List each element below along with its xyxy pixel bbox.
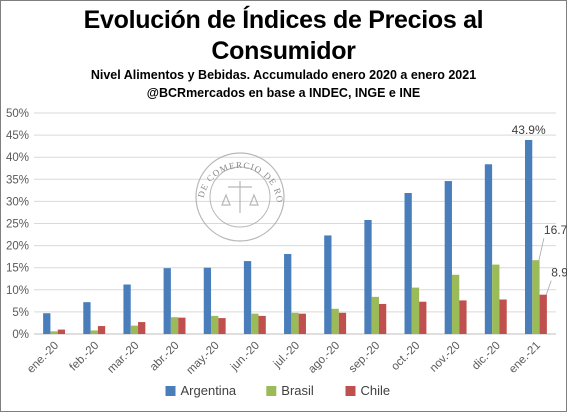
watermark-seal: BOLSA DE COMERCIO DE ROSARIO <box>0 0 285 242</box>
bar-argentina <box>444 181 452 334</box>
bar-argentina <box>163 268 171 334</box>
y-axis-ticks: 0% 5% 10% 15% 20% 25% 30% 35% 40% 45% 50% <box>6 108 29 341</box>
bar-chile <box>539 294 547 334</box>
bar-chile <box>499 299 507 334</box>
bar-argentina <box>43 313 51 334</box>
y-tick-label: 20% <box>6 241 29 253</box>
bar-argentina <box>524 139 533 334</box>
x-tick-label: oct.-20 <box>389 340 422 373</box>
legend-label: Chile <box>361 383 391 398</box>
legend-swatch-argentina <box>165 386 176 396</box>
x-tick-label: mar.-20 <box>105 340 141 376</box>
x-tick-label: sep.-20 <box>347 340 383 376</box>
bar-chile <box>97 326 106 334</box>
bar-argentina <box>203 267 212 334</box>
x-tick-label: ago.-20 <box>306 340 342 376</box>
bar-chile <box>138 322 146 334</box>
bar-argentina <box>324 235 332 334</box>
bar-argentina <box>284 253 292 334</box>
bar-chile <box>459 300 467 334</box>
seal-text: BOLSA DE COMERCIO DE ROSARIO <box>0 0 285 204</box>
bar-chile <box>338 312 347 334</box>
bar-argentina <box>484 164 493 334</box>
y-tick-label: 15% <box>6 263 29 275</box>
data-label: 8.9% <box>551 266 567 280</box>
bar-brasil <box>371 296 379 334</box>
y-tick-label: 50% <box>6 108 29 120</box>
bar-brasil <box>130 325 139 334</box>
bar-chile <box>298 313 306 334</box>
bar-brasil <box>492 264 500 334</box>
x-tick-label: jun.-20 <box>228 340 262 374</box>
bars <box>43 139 547 334</box>
data-label: 16.7% <box>544 223 567 237</box>
bar-argentina <box>364 219 372 334</box>
x-tick-label: ene.-20 <box>25 340 61 376</box>
y-tick-label: 25% <box>6 219 29 231</box>
legend-label: Argentina <box>181 383 237 398</box>
x-tick-label: jul.-20 <box>271 340 302 371</box>
bar-brasil <box>211 315 219 334</box>
y-tick-label: 40% <box>6 152 29 164</box>
seal-outer-ring <box>195 152 285 242</box>
x-axis-ticks: ene.-20 feb.-20 mar.-20 abr.-20 may.-20 jun.-… <box>25 340 543 377</box>
bar-argentina <box>243 261 252 334</box>
bar-brasil <box>50 331 58 334</box>
y-tick-label: 45% <box>6 130 29 142</box>
y-tick-label: 35% <box>6 174 29 186</box>
legend: Argentina Brasil Chile <box>165 383 391 398</box>
bar-brasil <box>251 313 259 334</box>
chart-title-line-1: Evolución de Índices de Precios al <box>83 6 484 34</box>
legend-label: Brasil <box>281 383 314 398</box>
bar-brasil <box>90 330 98 334</box>
data-label: 43.9% <box>512 123 546 137</box>
bar-argentina <box>83 302 91 334</box>
bar-chile <box>419 301 427 334</box>
bar-argentina <box>123 284 131 334</box>
seal-scales-icon <box>221 181 259 213</box>
bar-chile <box>258 315 266 334</box>
x-tick-label: dic.-20 <box>470 340 503 373</box>
bar-brasil <box>331 308 339 334</box>
gridlines <box>34 112 556 335</box>
y-tick-label: 30% <box>6 196 29 208</box>
y-tick-label: 10% <box>6 285 29 297</box>
data-label-leader <box>538 238 545 261</box>
x-tick-label: abr.-20 <box>148 340 182 374</box>
chart-subtitle-line-1: Nivel Alimentos y Bebidas. Accumulado en… <box>90 68 477 82</box>
y-tick-label: 0% <box>12 329 29 341</box>
bar-brasil <box>291 312 299 334</box>
x-tick-label: ene.-21 <box>507 340 543 376</box>
chart-title-line-2: Consumidor <box>211 37 356 65</box>
chart-subtitle-line-2: @BCRmercados en base a INDEC, INGE e INE <box>146 86 421 100</box>
bar-chile <box>378 303 387 334</box>
legend-swatch-chile <box>345 386 356 396</box>
x-tick-label: nov.-20 <box>428 340 463 375</box>
bar-brasil <box>451 274 460 334</box>
bar-brasil <box>170 317 179 334</box>
bar-argentina <box>404 193 412 334</box>
bar-chile <box>57 329 66 334</box>
x-tick-label: feb.-20 <box>68 340 102 374</box>
legend-swatch-brasil <box>266 386 277 396</box>
data-label-leader <box>545 280 552 295</box>
bar-brasil <box>411 287 420 334</box>
x-tick-label: may.-20 <box>185 340 222 377</box>
seal-inner-ring <box>209 166 271 228</box>
bar-brasil <box>532 260 540 334</box>
data-labels: 43.9% 16.7% 8.9% <box>512 123 567 295</box>
bar-chile <box>178 317 186 334</box>
y-tick-label: 5% <box>12 307 29 319</box>
bar-chile <box>218 318 226 334</box>
